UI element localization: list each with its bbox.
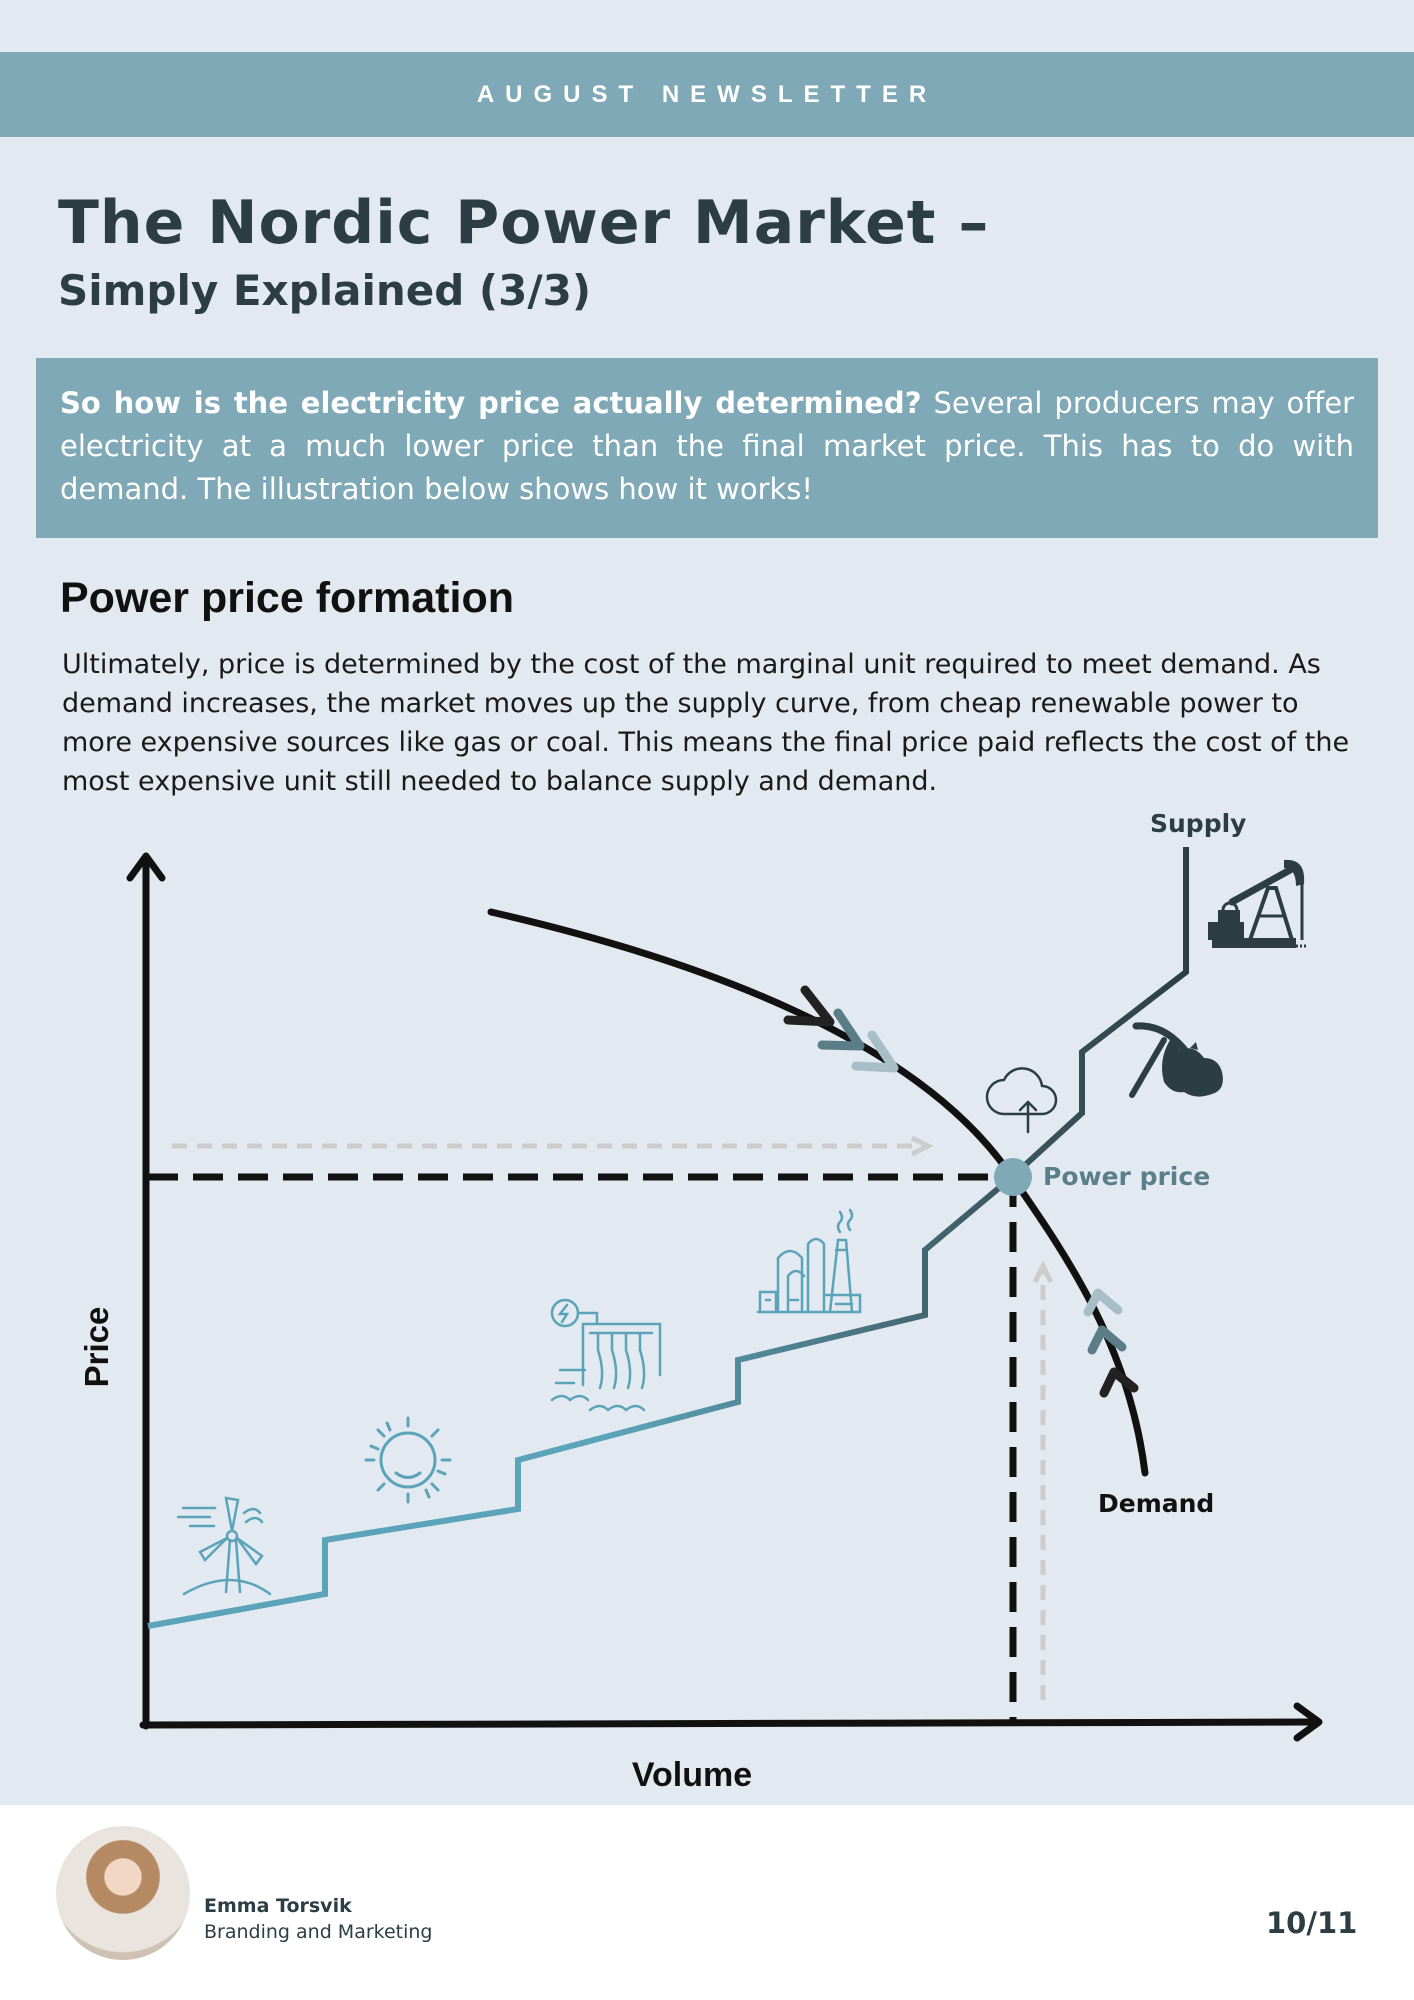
supply-label: Supply	[1150, 809, 1246, 838]
demand-chevron-1	[783, 985, 835, 1027]
author-role: Branding and Marketing	[204, 1921, 433, 1943]
page-number: 10/11	[1266, 1906, 1358, 1940]
factory-icon	[756, 1208, 862, 1314]
demand-chevron-3	[851, 1030, 899, 1073]
y-axis-label: Price	[78, 1307, 115, 1388]
hydro-dam-icon	[550, 1298, 662, 1412]
author-name: Emma Torsvik	[204, 1895, 352, 1917]
intro-text: Several producers may offer electricity …	[60, 386, 1354, 506]
section-heading: Power price formation	[60, 574, 514, 622]
x-axis	[139, 1702, 1323, 1742]
y-axis	[126, 852, 166, 1730]
wind-turbine-icon	[176, 1496, 272, 1596]
intro-box: So how is the electricity price actually…	[36, 358, 1378, 538]
supply-curve	[147, 847, 1189, 1629]
x-axis-label: Volume	[632, 1756, 752, 1794]
cloud-upload-icon	[985, 1067, 1058, 1134]
newsletter-banner: AUGUST NEWSLETTER	[0, 52, 1414, 137]
footer	[0, 1805, 1414, 2000]
oil-pump-icon	[1208, 859, 1306, 948]
equilibrium-point	[994, 1158, 1032, 1196]
demand-chevron-2	[817, 1008, 865, 1051]
intro-question: So how is the electricity price actually…	[60, 386, 922, 420]
demand-chevron-5	[1087, 1325, 1127, 1355]
page-title: The Nordic Power Market –	[58, 188, 990, 258]
demand-chevron-4	[1083, 1288, 1123, 1317]
banner-text: AUGUST NEWSLETTER	[476, 80, 938, 108]
page-subtitle: Simply Explained (3/3)	[58, 266, 592, 315]
demand-chevron-6	[1099, 1367, 1139, 1398]
equilibrium-label: Power price	[1043, 1162, 1210, 1191]
avatar	[56, 1826, 190, 1960]
section-body: Ultimately, price is determined by the c…	[62, 649, 1350, 797]
coal-mining-icon	[1129, 1022, 1223, 1098]
guide-arrow-vertical	[1032, 1260, 1054, 1700]
demand-label: Demand	[1098, 1489, 1214, 1518]
demand-curve	[487, 908, 1149, 1477]
guide-arrow-horizontal	[172, 1135, 934, 1157]
sun-icon	[364, 1416, 452, 1504]
